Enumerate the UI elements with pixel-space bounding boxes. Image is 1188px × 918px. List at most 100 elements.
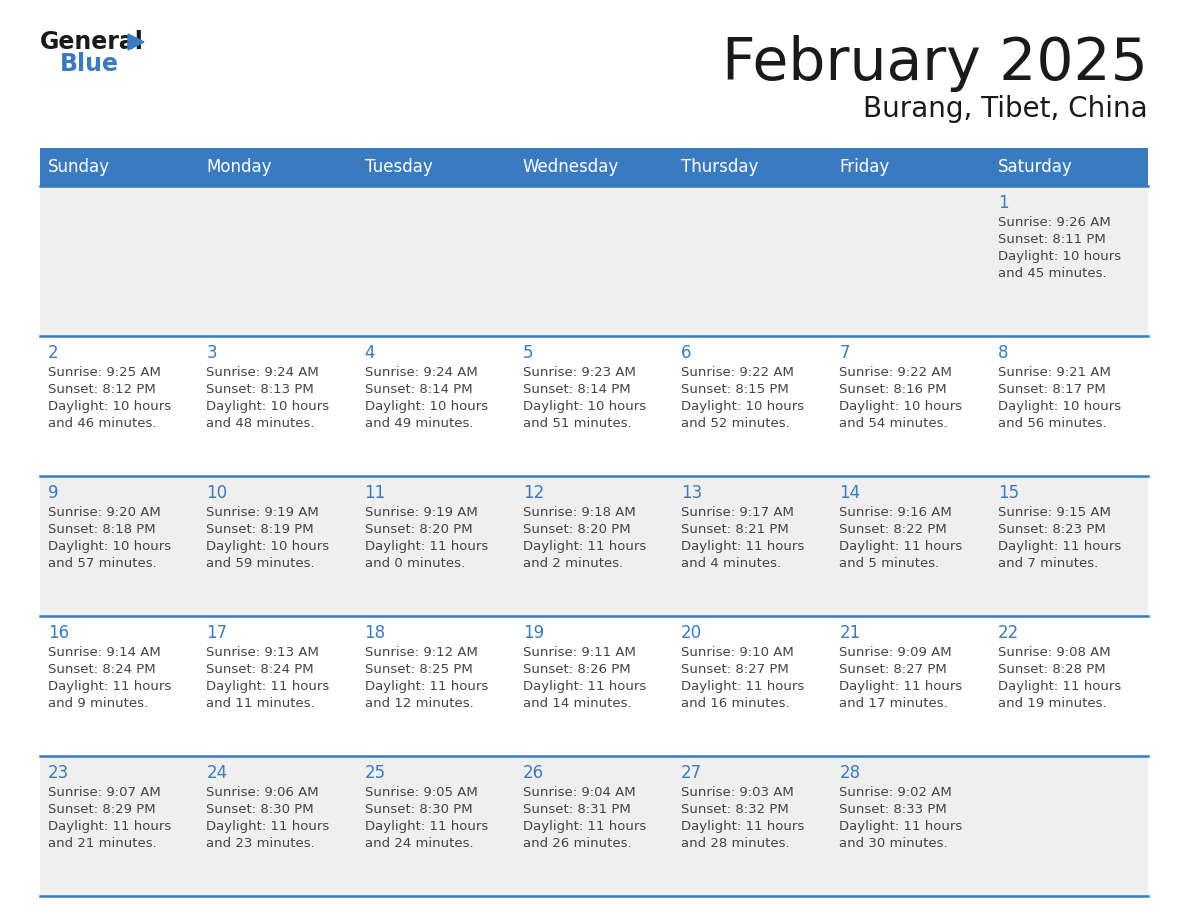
- Text: Sunrise: 9:06 AM: Sunrise: 9:06 AM: [207, 786, 318, 799]
- Text: and 19 minutes.: and 19 minutes.: [998, 697, 1106, 710]
- Text: 28: 28: [840, 764, 860, 782]
- Text: Sunrise: 9:02 AM: Sunrise: 9:02 AM: [840, 786, 952, 799]
- Text: Sunrise: 9:16 AM: Sunrise: 9:16 AM: [840, 506, 952, 519]
- Text: 10: 10: [207, 484, 227, 502]
- Text: Daylight: 10 hours: Daylight: 10 hours: [207, 540, 329, 553]
- Text: Daylight: 10 hours: Daylight: 10 hours: [681, 400, 804, 413]
- Text: Sunset: 8:24 PM: Sunset: 8:24 PM: [207, 663, 314, 676]
- Text: Sunset: 8:14 PM: Sunset: 8:14 PM: [523, 383, 631, 396]
- Text: Sunrise: 9:05 AM: Sunrise: 9:05 AM: [365, 786, 478, 799]
- Text: Daylight: 10 hours: Daylight: 10 hours: [48, 400, 171, 413]
- Text: Sunset: 8:15 PM: Sunset: 8:15 PM: [681, 383, 789, 396]
- Text: 26: 26: [523, 764, 544, 782]
- FancyBboxPatch shape: [40, 476, 1148, 616]
- FancyBboxPatch shape: [356, 148, 514, 186]
- Text: and 45 minutes.: and 45 minutes.: [998, 267, 1106, 280]
- Text: 27: 27: [681, 764, 702, 782]
- Text: Sunrise: 9:20 AM: Sunrise: 9:20 AM: [48, 506, 160, 519]
- Text: Wednesday: Wednesday: [523, 158, 619, 176]
- Text: Monday: Monday: [207, 158, 272, 176]
- Text: Sunset: 8:22 PM: Sunset: 8:22 PM: [840, 523, 947, 536]
- Text: 15: 15: [998, 484, 1019, 502]
- FancyBboxPatch shape: [514, 148, 674, 186]
- Text: Sunset: 8:20 PM: Sunset: 8:20 PM: [523, 523, 631, 536]
- Text: Friday: Friday: [840, 158, 890, 176]
- Text: and 51 minutes.: and 51 minutes.: [523, 417, 632, 430]
- Text: and 11 minutes.: and 11 minutes.: [207, 697, 315, 710]
- Text: Sunrise: 9:10 AM: Sunrise: 9:10 AM: [681, 646, 794, 659]
- Text: 5: 5: [523, 344, 533, 362]
- Text: 16: 16: [48, 624, 69, 642]
- Text: Sunset: 8:32 PM: Sunset: 8:32 PM: [681, 803, 789, 816]
- Text: Daylight: 11 hours: Daylight: 11 hours: [523, 820, 646, 833]
- Text: Sunset: 8:11 PM: Sunset: 8:11 PM: [998, 233, 1106, 246]
- FancyBboxPatch shape: [40, 186, 1148, 336]
- Text: Sunrise: 9:09 AM: Sunrise: 9:09 AM: [840, 646, 952, 659]
- Text: and 23 minutes.: and 23 minutes.: [207, 837, 315, 850]
- Text: Sunset: 8:23 PM: Sunset: 8:23 PM: [998, 523, 1106, 536]
- Text: Sunrise: 9:07 AM: Sunrise: 9:07 AM: [48, 786, 160, 799]
- Text: Sunset: 8:25 PM: Sunset: 8:25 PM: [365, 663, 473, 676]
- Text: and 52 minutes.: and 52 minutes.: [681, 417, 790, 430]
- Text: Sunrise: 9:11 AM: Sunrise: 9:11 AM: [523, 646, 636, 659]
- Text: Daylight: 11 hours: Daylight: 11 hours: [681, 820, 804, 833]
- FancyBboxPatch shape: [40, 148, 198, 186]
- Text: Sunset: 8:28 PM: Sunset: 8:28 PM: [998, 663, 1105, 676]
- Text: and 54 minutes.: and 54 minutes.: [840, 417, 948, 430]
- Text: Daylight: 10 hours: Daylight: 10 hours: [998, 250, 1120, 263]
- Text: 24: 24: [207, 764, 227, 782]
- Text: Blue: Blue: [61, 52, 119, 76]
- Text: 4: 4: [365, 344, 375, 362]
- FancyBboxPatch shape: [990, 148, 1148, 186]
- Text: Daylight: 10 hours: Daylight: 10 hours: [48, 540, 171, 553]
- Text: Sunset: 8:19 PM: Sunset: 8:19 PM: [207, 523, 314, 536]
- Text: Daylight: 11 hours: Daylight: 11 hours: [365, 820, 488, 833]
- Text: Sunrise: 9:24 AM: Sunrise: 9:24 AM: [207, 366, 320, 379]
- Polygon shape: [128, 34, 144, 50]
- FancyBboxPatch shape: [40, 756, 1148, 896]
- Text: Daylight: 10 hours: Daylight: 10 hours: [998, 400, 1120, 413]
- Text: Sunrise: 9:03 AM: Sunrise: 9:03 AM: [681, 786, 794, 799]
- Text: Sunset: 8:16 PM: Sunset: 8:16 PM: [840, 383, 947, 396]
- Text: 3: 3: [207, 344, 217, 362]
- Text: Sunday: Sunday: [48, 158, 110, 176]
- Text: Sunrise: 9:23 AM: Sunrise: 9:23 AM: [523, 366, 636, 379]
- Text: 12: 12: [523, 484, 544, 502]
- Text: Sunrise: 9:13 AM: Sunrise: 9:13 AM: [207, 646, 320, 659]
- Text: and 14 minutes.: and 14 minutes.: [523, 697, 632, 710]
- Text: Daylight: 11 hours: Daylight: 11 hours: [681, 540, 804, 553]
- Text: 14: 14: [840, 484, 860, 502]
- Text: General: General: [40, 30, 144, 54]
- Text: 9: 9: [48, 484, 58, 502]
- Text: Daylight: 11 hours: Daylight: 11 hours: [998, 680, 1121, 693]
- Text: 11: 11: [365, 484, 386, 502]
- Text: Daylight: 11 hours: Daylight: 11 hours: [48, 680, 171, 693]
- Text: Sunrise: 9:14 AM: Sunrise: 9:14 AM: [48, 646, 160, 659]
- Text: 8: 8: [998, 344, 1009, 362]
- Text: and 17 minutes.: and 17 minutes.: [840, 697, 948, 710]
- Text: and 26 minutes.: and 26 minutes.: [523, 837, 632, 850]
- FancyBboxPatch shape: [198, 148, 356, 186]
- Text: Saturday: Saturday: [998, 158, 1073, 176]
- Text: Daylight: 11 hours: Daylight: 11 hours: [523, 680, 646, 693]
- Text: Thursday: Thursday: [681, 158, 758, 176]
- Text: 22: 22: [998, 624, 1019, 642]
- Text: Daylight: 11 hours: Daylight: 11 hours: [681, 680, 804, 693]
- Text: Daylight: 11 hours: Daylight: 11 hours: [840, 820, 962, 833]
- Text: and 49 minutes.: and 49 minutes.: [365, 417, 473, 430]
- Text: Daylight: 10 hours: Daylight: 10 hours: [207, 400, 329, 413]
- FancyBboxPatch shape: [832, 148, 990, 186]
- Text: Daylight: 11 hours: Daylight: 11 hours: [840, 680, 962, 693]
- Text: 21: 21: [840, 624, 860, 642]
- Text: Sunset: 8:13 PM: Sunset: 8:13 PM: [207, 383, 314, 396]
- Text: Daylight: 11 hours: Daylight: 11 hours: [523, 540, 646, 553]
- Text: Daylight: 10 hours: Daylight: 10 hours: [523, 400, 646, 413]
- Text: Sunset: 8:31 PM: Sunset: 8:31 PM: [523, 803, 631, 816]
- Text: 23: 23: [48, 764, 69, 782]
- Text: and 48 minutes.: and 48 minutes.: [207, 417, 315, 430]
- Text: Sunset: 8:26 PM: Sunset: 8:26 PM: [523, 663, 631, 676]
- Text: 7: 7: [840, 344, 849, 362]
- Text: Sunrise: 9:22 AM: Sunrise: 9:22 AM: [681, 366, 794, 379]
- Text: and 46 minutes.: and 46 minutes.: [48, 417, 157, 430]
- Text: February 2025: February 2025: [722, 35, 1148, 92]
